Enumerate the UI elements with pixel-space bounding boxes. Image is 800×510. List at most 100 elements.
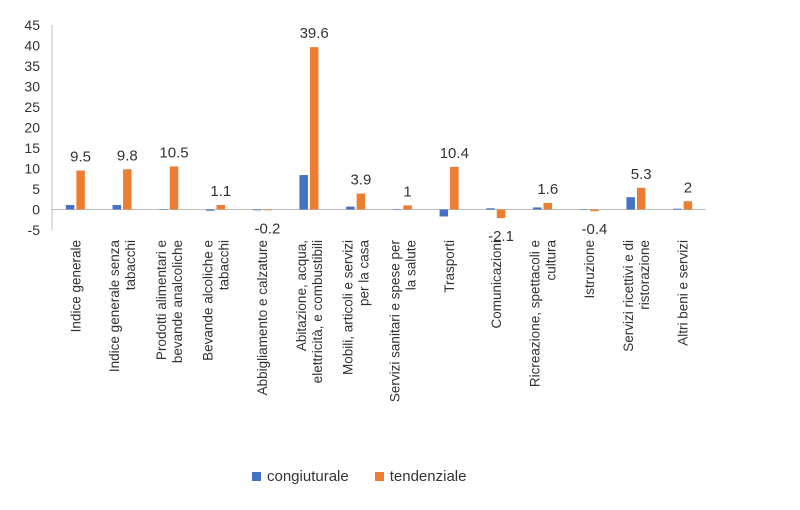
data-label: 2 [684,179,692,196]
data-label: 1.6 [537,181,558,198]
bar-tendenziale [356,193,366,210]
category-label: Abitazione, acqua, elettricità, e combust… [294,240,325,383]
category-label-line: Altri beni e servizi [676,240,691,346]
data-label: 39.6 [300,25,329,42]
category-label-line: tabacchi [217,240,232,290]
legend: congiuturale tendenziale [252,468,466,485]
category-label-line: Prodotti alimentari e [154,240,169,360]
category-label-line: Comunicazioni [489,240,504,329]
category-label-line: cultura [544,240,559,281]
data-label: -0.4 [582,221,608,238]
y-tick-label: 0 [32,202,40,218]
y-tick-label: -5 [28,222,41,238]
bar-congiuturale [299,175,308,210]
bar-congiuturale [392,209,402,210]
y-tick-label: 25 [24,99,40,115]
category-labels: Indice generale Indice generale senza taba… [68,240,690,403]
bar-congiuturale [65,204,75,210]
category-label: Istruzione [582,240,597,299]
category-label-line: elettricità, e combustibili [310,240,325,383]
y-tick-label: 45 [24,17,40,33]
category-label: Ricreazione, spettacoli e cultura [528,240,559,388]
data-label: 9.5 [70,149,91,166]
category-label-line: Servizi ricettivi e di [621,240,636,352]
bar-tendenziale [543,202,552,210]
bar-congiuturale [626,197,635,210]
category-label-line: Trasporti [442,240,457,293]
bar-tendenziale [683,201,693,210]
category-label-line: per la casa [357,240,372,307]
bar-congiuturale [579,209,589,210]
data-label: 1 [403,183,411,200]
category-label: Trasporti [442,240,457,293]
data-label: -0.2 [255,220,281,237]
bar-congiuturale [112,204,122,210]
category-label: Altri beni e servizi [676,240,691,346]
category-label: Servizi sanitari e spese per la salute [387,240,418,403]
bar-tendenziale [309,47,319,210]
category-label: Servizi ricettivi e di ristorazione [621,240,652,352]
bar-congiuturale [533,207,542,210]
legend-item-congiuturale: congiuturale [252,468,349,485]
data-label: 10.4 [440,145,469,162]
category-label-line: Indice generale senza [107,240,122,373]
category-label-line: Indice generale [68,240,83,332]
data-label: 5.3 [631,166,652,183]
bar-congiuturale [206,209,215,211]
y-tick-label: 20 [24,120,40,136]
category-label: Abbigliamento e calzature [255,240,270,395]
category-label: Indice generale [68,240,83,332]
y-tick-labels: 45 40 35 30 25 20 15 10 5 0 -5 [24,17,40,238]
data-label: -2.1 [488,228,514,245]
legend-swatch-congiuturale [252,472,261,481]
category-label-line: la salute [403,240,418,290]
bar-tendenziale [496,209,506,219]
bar-congiuturale [439,209,449,217]
y-tick-label: 15 [24,140,40,156]
bar-tendenziale [450,166,459,210]
category-label-line: Bevande alcoliche e [201,240,216,361]
bar-congiuturale [159,209,168,210]
category-label-line: Abitazione, acqua, [294,240,309,351]
bar-tendenziale [76,170,85,210]
bar-tendenziale [216,204,225,210]
category-label-line: Ricreazione, spettacoli e [528,240,543,387]
category-label-line: Abbigliamento e calzature [255,240,270,395]
bar-tendenziale [123,169,132,210]
bar-tendenziale [636,187,646,210]
category-label: Mobili, articoli e servizi per la casa [341,240,372,376]
category-label: Comunicazioni [489,240,504,329]
y-tick-label: 10 [24,161,40,177]
bar-congiuturale [486,208,495,210]
legend-label-congiuturale: congiuturale [267,468,349,485]
y-tick-label: 40 [24,38,40,54]
data-label: 1.1 [210,183,231,200]
y-tick-label: 35 [24,58,40,74]
y-tick-label: 30 [24,79,40,95]
y-tick-label: 5 [32,181,40,197]
category-label: Bevande alcoliche e tabacchi [201,240,232,361]
data-label: 10.5 [159,144,188,161]
legend-item-tendenziale: tendenziale [374,468,467,485]
bar-congiuturale [252,209,262,211]
data-label: 3.9 [350,172,371,189]
bar-congiuturale [346,206,355,210]
legend-swatch-tendenziale [374,472,384,481]
bars [65,47,693,219]
category-label-line: bevande analcoliche [170,240,185,363]
category-label-line: Mobili, articoli e servizi [341,240,356,375]
bar-tendenziale [590,209,599,212]
bar-tendenziale [263,209,272,211]
bar-tendenziale [403,205,412,210]
category-label-line: Istruzione [582,240,597,299]
legend-label-tendenziale: tendenziale [389,468,467,485]
category-label-line: ristorazione [637,240,652,310]
category-label: Indice generale senza tabacchi [107,240,138,373]
category-label-line: Servizi sanitari e spese per [387,240,402,403]
bar-congiuturale [673,208,682,210]
data-label: 9.8 [117,147,138,164]
bar-tendenziale [169,166,179,210]
category-label: Prodotti alimentari e bevande analcoliche [154,240,185,363]
data-labels: 9.5 9.8 10.5 1.1 -0.2 39.6 3.9 1 10.4 -2.1 1.6 -0.4… [70,25,692,245]
